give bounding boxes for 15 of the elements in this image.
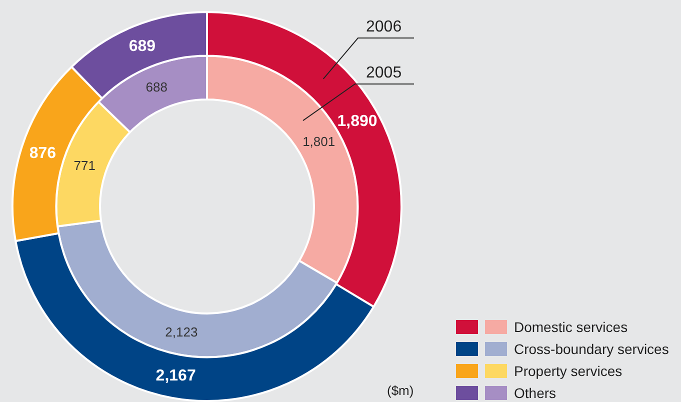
data-label: 1,890 bbox=[337, 112, 378, 130]
data-label: 688 bbox=[146, 79, 168, 94]
data-label: 1,801 bbox=[302, 134, 336, 150]
data-label: 876 bbox=[29, 145, 56, 162]
data-label: 689 bbox=[128, 38, 156, 55]
legend-label: Property services bbox=[514, 363, 622, 379]
legend-label: Others bbox=[514, 385, 556, 401]
slice-label: 2005 bbox=[366, 64, 402, 82]
data-label: 2,167 bbox=[156, 368, 196, 385]
slice-label: 2006 bbox=[366, 18, 402, 36]
legend-label: Cross-boundary services bbox=[514, 341, 669, 357]
text: ($m) bbox=[387, 383, 414, 398]
data-label: 2,123 bbox=[165, 324, 198, 340]
data-label: 771 bbox=[74, 158, 96, 173]
legend-label: Domestic services bbox=[514, 319, 628, 335]
